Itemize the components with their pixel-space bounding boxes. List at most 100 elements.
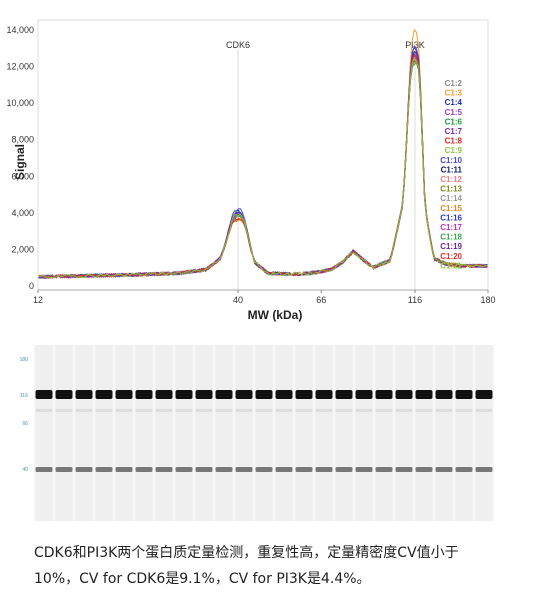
y-tick-label: 8,000 xyxy=(11,135,34,145)
gel-lane xyxy=(155,345,173,521)
legend-entry: C1:15 xyxy=(440,204,462,213)
figure-caption: CDK6和PI3K两个蛋白质定量检测，重复性高，定量精密度CV值小于 10%，C… xyxy=(34,545,459,587)
legend-entry: C1:7 xyxy=(445,127,463,136)
gel-lane xyxy=(375,345,393,521)
gel-band-cdk6 xyxy=(195,467,213,472)
gel-band-pi3k xyxy=(35,390,53,399)
gel-band-pi3k xyxy=(115,390,133,399)
gel-marker-label: 40 xyxy=(22,467,28,473)
legend-entry: C1:20 xyxy=(440,252,462,261)
y-tick-label: 4,000 xyxy=(11,208,34,218)
y-tick-label: 10,000 xyxy=(6,98,34,108)
gel-band-faint xyxy=(35,409,53,412)
gel-band-pi3k xyxy=(95,390,113,399)
gel-marker-label: 180 xyxy=(20,357,29,363)
gel-band-cdk6 xyxy=(355,467,373,472)
x-tick-label: 180 xyxy=(480,295,495,305)
y-axis-label: Signal xyxy=(13,144,27,180)
gel-band-cdk6 xyxy=(415,467,433,472)
gel-band-cdk6 xyxy=(315,467,333,472)
gel-band-pi3k xyxy=(75,390,93,399)
gel-band-pi3k xyxy=(355,390,373,399)
gel-band-cdk6 xyxy=(255,467,273,472)
legend-entry: C1:5 xyxy=(445,108,463,117)
gel-band-cdk6 xyxy=(215,467,233,472)
gel-lane xyxy=(275,345,293,521)
gel-marker-label: 66 xyxy=(22,421,28,427)
gel-band-cdk6 xyxy=(135,467,153,472)
gel-band-cdk6 xyxy=(175,467,193,472)
gel-band-faint xyxy=(455,409,473,412)
gel-band-cdk6 xyxy=(435,467,453,472)
gel-lane xyxy=(35,345,53,521)
y-tick-label: 12,000 xyxy=(6,62,34,72)
gel-band-faint xyxy=(335,409,353,412)
gel-band-pi3k xyxy=(315,390,333,399)
gel-band-pi3k xyxy=(375,390,393,399)
x-tick-label: 66 xyxy=(316,295,326,305)
gel-band-faint xyxy=(275,409,293,412)
legend-entry: C1:11 xyxy=(441,165,463,174)
gel-lane xyxy=(55,345,73,521)
peak-label: PI3K xyxy=(405,40,425,50)
gel-lane xyxy=(315,345,333,521)
gel-lane xyxy=(95,345,113,521)
gel-band-pi3k xyxy=(275,390,293,399)
gel-band-pi3k xyxy=(235,390,253,399)
gel-lane xyxy=(255,345,273,521)
gel-band-pi3k xyxy=(175,390,193,399)
legend-entry: C1:16 xyxy=(440,213,462,222)
gel-band-faint xyxy=(315,409,333,412)
gel-band-faint xyxy=(295,409,313,412)
gel-band-pi3k xyxy=(395,390,413,399)
series-line xyxy=(37,44,489,279)
axes: 0 2,000 4,000 6,000 8,000 10,000 12,000 14,000 1… xyxy=(6,19,496,305)
gel-lane xyxy=(415,345,433,521)
gel-lanes xyxy=(35,345,493,521)
gel-band-cdk6 xyxy=(95,467,113,472)
gel-marker-label: 116 xyxy=(20,393,28,399)
legend-entry: C1:6 xyxy=(445,117,463,126)
gel-band-faint xyxy=(355,409,373,412)
legend-entry: C1:2 xyxy=(445,79,463,88)
gel-lane xyxy=(215,345,233,521)
gel-lane xyxy=(195,345,213,521)
gel-band-cdk6 xyxy=(275,467,293,472)
signal-chart: CDK6 PI3K 0 2,000 4,000 6,000 8,000 10,000 12,0… xyxy=(6,19,496,322)
peak-label: CDK6 xyxy=(226,40,250,50)
gel-band-pi3k xyxy=(335,390,353,399)
legend-entry: C1:12 xyxy=(440,175,462,184)
legend-entry: C1:4 xyxy=(445,98,463,107)
gel-band-pi3k xyxy=(195,390,213,399)
gel-band-faint xyxy=(235,409,253,412)
legend-entry: C1:3 xyxy=(445,89,463,98)
legend-entry: C1:21 xyxy=(440,261,462,270)
gel-band-faint xyxy=(175,409,193,412)
gel-band-cdk6 xyxy=(475,467,493,472)
x-tick-label: 40 xyxy=(233,295,243,305)
gel-lane xyxy=(235,345,253,521)
gel-band-cdk6 xyxy=(235,467,253,472)
gel-band-faint xyxy=(135,409,153,412)
gel-band-pi3k xyxy=(255,390,273,399)
legend-entry: C1:8 xyxy=(445,137,463,146)
x-axis-label: MW (kDa) xyxy=(248,308,303,322)
gel-band-cdk6 xyxy=(335,467,353,472)
gel-band-cdk6 xyxy=(455,467,473,472)
gel-band-cdk6 xyxy=(375,467,393,472)
gel-band-cdk6 xyxy=(115,467,133,472)
gel-band-pi3k xyxy=(135,390,153,399)
gel-band-faint xyxy=(55,409,73,412)
gel-band-pi3k xyxy=(215,390,233,399)
gel-band-faint xyxy=(95,409,113,412)
gel-marker-labels: 180 116 66 40 xyxy=(20,357,29,473)
gel-band-pi3k xyxy=(475,390,493,399)
series-line xyxy=(37,56,489,279)
legend: C1:2C1:3C1:4C1:5C1:6C1:7C1:8C1:9C1:10C1:… xyxy=(440,79,462,270)
gel-band-pi3k xyxy=(155,390,173,399)
series-line xyxy=(37,28,489,279)
legend-entry: C1:13 xyxy=(440,185,462,194)
gel-image: 180 116 66 40 xyxy=(20,345,494,521)
peak-annotations: CDK6 PI3K xyxy=(226,40,425,290)
gel-lane xyxy=(355,345,373,521)
